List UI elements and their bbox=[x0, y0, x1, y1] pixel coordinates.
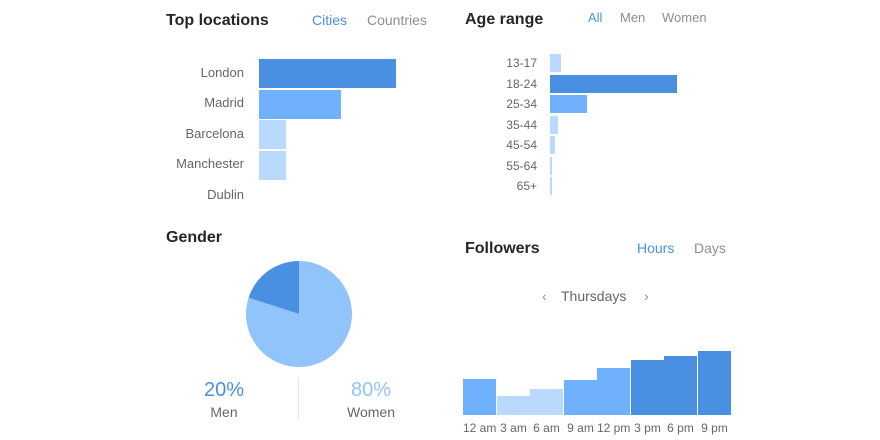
followers-chart bbox=[463, 345, 731, 415]
location-label-barcelona: Barcelona bbox=[185, 126, 244, 141]
day-selector: Thursdays bbox=[561, 288, 627, 304]
location-label-dublin: Dublin bbox=[207, 187, 244, 202]
tick-9am: 9 am bbox=[567, 421, 594, 435]
age-bar-18-24 bbox=[550, 74, 677, 93]
followers-bar-3am bbox=[496, 395, 530, 415]
tab-hours[interactable]: Hours bbox=[637, 240, 675, 256]
followers-bar-9pm bbox=[697, 351, 731, 415]
age-bar-25-34 bbox=[550, 95, 587, 113]
age-label-65-plus: 65+ bbox=[516, 179, 537, 193]
tick-6pm: 6 pm bbox=[667, 421, 694, 435]
men-label: Men bbox=[210, 404, 238, 420]
tick-6am: 6 am bbox=[533, 421, 560, 435]
followers-bar-12am bbox=[463, 378, 496, 415]
age-label-45-54: 45-54 bbox=[506, 138, 537, 152]
tab-cities[interactable]: Cities bbox=[312, 12, 348, 28]
gender-title: Gender bbox=[166, 229, 223, 246]
gender-divider bbox=[298, 378, 299, 420]
age-range-title: Age range bbox=[465, 11, 544, 28]
pie-slice-men bbox=[248, 261, 299, 314]
tick-3am: 3 am bbox=[500, 421, 527, 435]
age-label-18-24: 18-24 bbox=[506, 77, 537, 91]
tab-men[interactable]: Men bbox=[620, 10, 646, 25]
age-bar-45-54 bbox=[550, 136, 556, 154]
tab-days[interactable]: Days bbox=[694, 240, 726, 256]
followers-bar-3pm bbox=[630, 359, 664, 415]
women-percentage: 80% bbox=[350, 379, 392, 401]
age-label-55-64: 55-64 bbox=[506, 159, 537, 173]
location-bar-madrid bbox=[259, 89, 342, 119]
age-label-35-44: 35-44 bbox=[506, 118, 537, 132]
chevron-left-icon[interactable]: ‹ bbox=[542, 288, 547, 304]
tab-all[interactable]: All bbox=[588, 10, 603, 25]
tick-9pm: 9 pm bbox=[701, 421, 728, 435]
age-label-25-34: 25-34 bbox=[506, 97, 537, 111]
tick-12pm: 12 pm bbox=[597, 421, 631, 435]
tick-12am: 12 am bbox=[463, 421, 497, 435]
chevron-right-icon[interactable]: › bbox=[644, 288, 649, 304]
location-label-madrid: Madrid bbox=[204, 95, 244, 110]
tick-3pm: 3 pm bbox=[634, 421, 661, 435]
followers-bar-6pm bbox=[664, 356, 697, 415]
age-label-13-17: 13-17 bbox=[506, 56, 537, 70]
location-label-manchester: Manchester bbox=[176, 156, 244, 171]
location-label-london: London bbox=[200, 65, 244, 80]
age-range-chart: 13-17 18-24 25-34 35-44 45-54 55-64 65+ bbox=[480, 52, 740, 202]
top-locations-chart: London Madrid Barcelona Manchester Dubli… bbox=[140, 55, 440, 215]
pie-slice-women bbox=[245, 261, 352, 367]
followers-title: Followers bbox=[465, 240, 540, 257]
gender-pie-chart bbox=[245, 261, 352, 367]
women-label: Women bbox=[347, 404, 395, 420]
location-bar-barcelona bbox=[259, 120, 287, 149]
followers-bar-6am bbox=[530, 388, 563, 415]
age-bar-35-44 bbox=[550, 115, 558, 134]
top-locations-title: Top locations bbox=[166, 12, 269, 29]
followers-bar-9am bbox=[563, 379, 597, 415]
age-bar-65-plus bbox=[550, 177, 552, 195]
tab-women[interactable]: Women bbox=[662, 10, 707, 25]
followers-x-axis: 12 am 3 am 6 am 9 am 12 pm 3 pm 6 pm 9 p… bbox=[463, 421, 731, 437]
location-bar-london bbox=[259, 59, 396, 88]
age-bar-13-17 bbox=[550, 54, 562, 72]
location-bar-manchester bbox=[259, 150, 287, 180]
followers-bar-12pm bbox=[597, 367, 630, 415]
men-percentage: 20% bbox=[203, 379, 245, 401]
age-bar-55-64 bbox=[550, 156, 552, 175]
tab-countries[interactable]: Countries bbox=[367, 12, 427, 28]
